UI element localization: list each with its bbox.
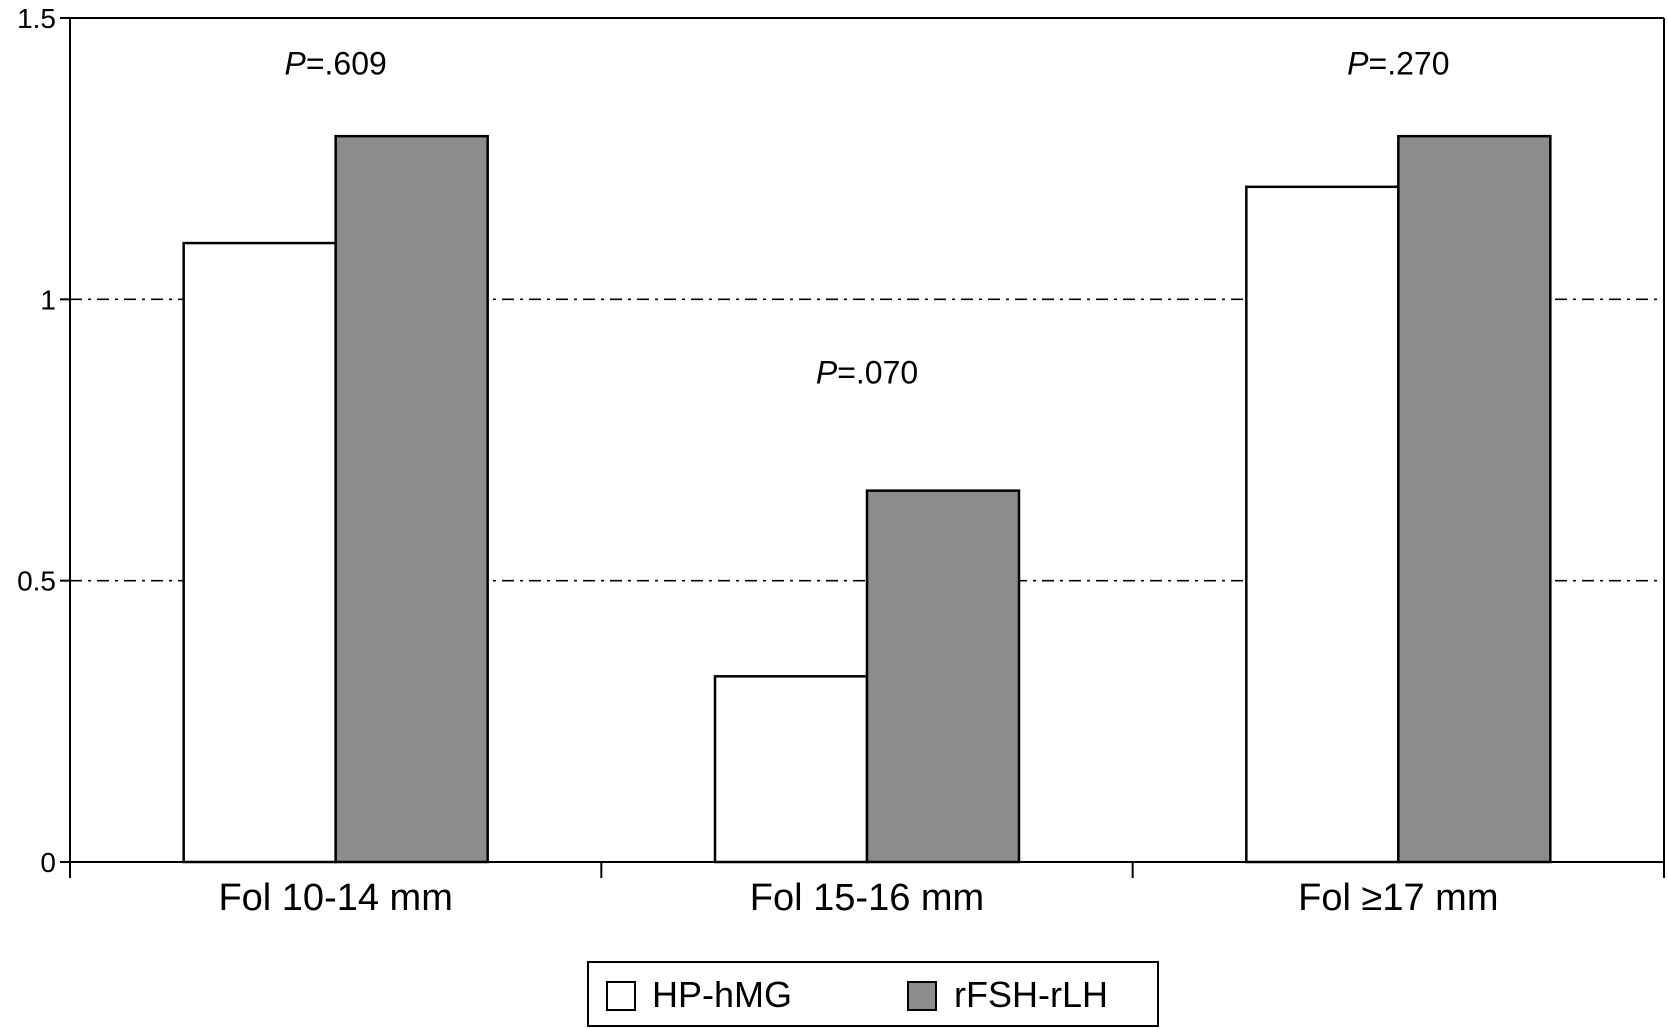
p-value-label-0: P=.609	[285, 45, 387, 81]
legend-box	[587, 961, 1159, 1027]
y-tick-label-0: 0	[40, 847, 56, 878]
x-ticks: Fol 10-14 mm Fol 15-16 mm Fol ≥17 mm	[69, 862, 1665, 919]
legend-swatch-hp-hmg	[606, 981, 636, 1011]
bar-rfsh-rlh-0	[334, 134, 489, 864]
axes	[69, 17, 1665, 863]
p-value-annotations: P=.609 P=.070 P=.270	[285, 45, 1450, 390]
bar-hp-hmg-0	[182, 241, 337, 864]
bar-hp-hmg-2	[1245, 185, 1400, 864]
bar-rfsh-rlh-1	[865, 489, 1021, 864]
y-ticks: 0 0.5 1 1.5	[17, 3, 70, 878]
legend: HP-hMG rFSH-rLH	[587, 961, 1159, 1027]
x-category-label-2: Fol ≥17 mm	[1298, 877, 1498, 919]
y-tick-label-2: 1	[40, 284, 56, 315]
bars	[182, 134, 1552, 864]
x-category-label-1: Fol 15-16 mm	[750, 877, 984, 919]
legend-swatch-rfsh-rlh	[907, 981, 937, 1011]
bar-hp-hmg-1	[713, 675, 869, 864]
y-tick-label-1: 0.5	[17, 566, 56, 597]
legend-label-hp-hmg: HP-hMG	[652, 974, 792, 1015]
legend-label-rfsh-rlh: rFSH-rLH	[954, 974, 1108, 1015]
bar-rfsh-rlh-2	[1397, 134, 1552, 864]
p-value-label-2: P=.270	[1347, 45, 1449, 81]
y-tick-label-3: 1.5	[17, 3, 56, 34]
x-category-label-0: Fol 10-14 mm	[218, 877, 452, 919]
p-value-label-1: P=.070	[816, 355, 918, 391]
